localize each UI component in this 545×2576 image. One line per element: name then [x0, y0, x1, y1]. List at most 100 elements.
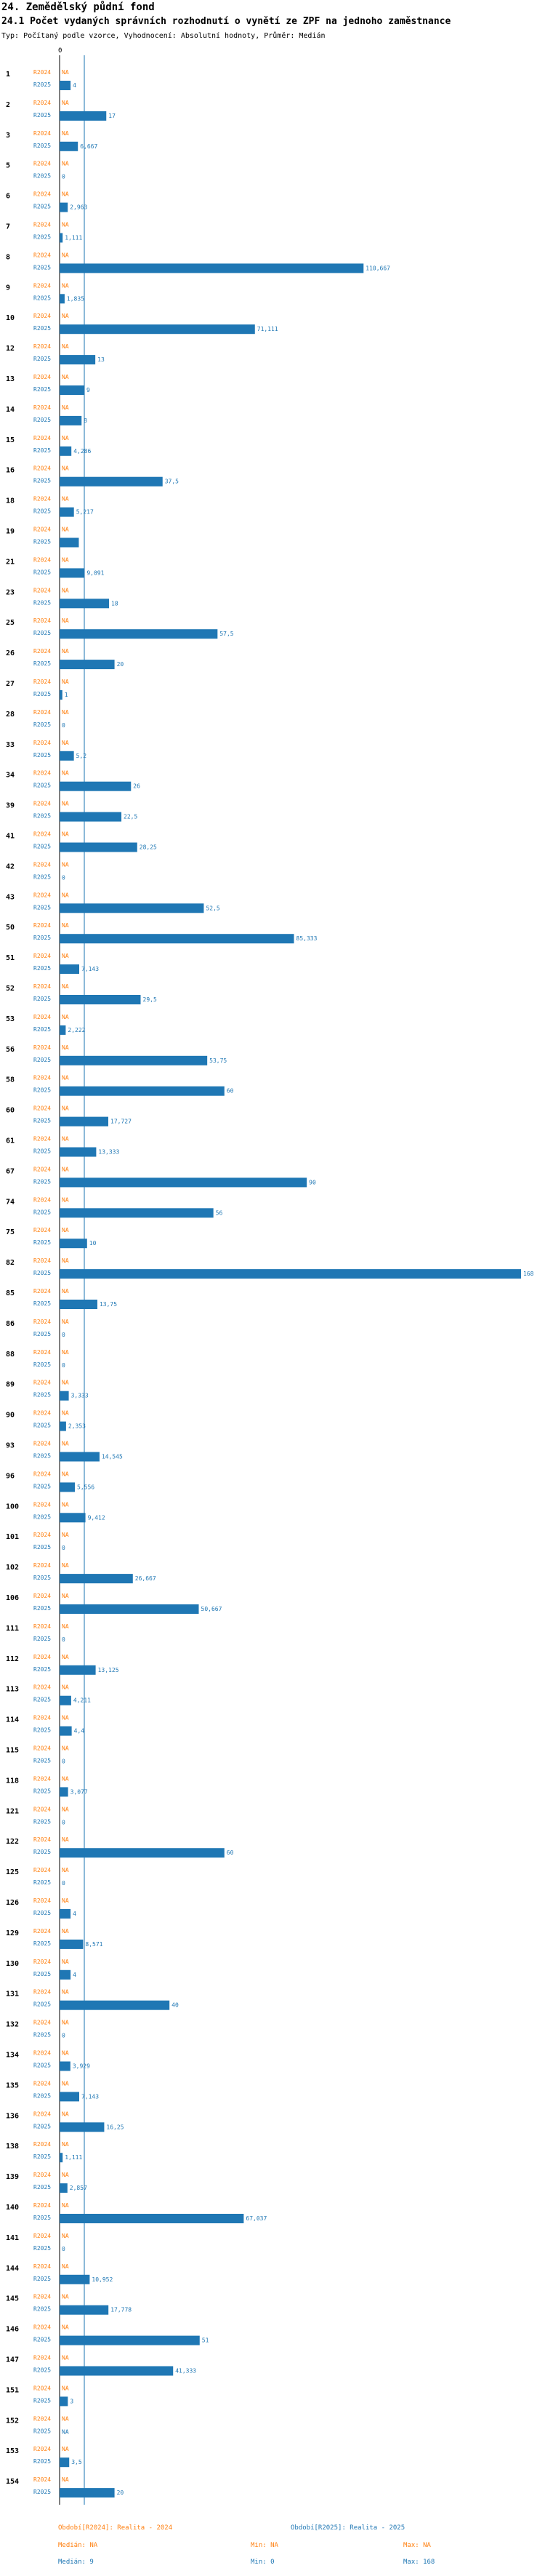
value-label-r2025: 17,778	[110, 2307, 132, 2313]
series-label-r2025: R2025	[33, 2245, 51, 2252]
series-label-r2025: R2025	[33, 81, 51, 88]
value-label-r2025: 10,952	[92, 2276, 113, 2283]
series-label-r2024: R2024	[33, 953, 51, 959]
value-label-r2024: NA	[62, 2080, 69, 2087]
value-label-r2025: 3,5	[71, 2459, 82, 2465]
series-label-r2025: R2025	[33, 691, 51, 697]
value-label-r2024: NA	[62, 191, 69, 198]
category-label: 100	[6, 1503, 19, 1511]
series-label-r2024: R2024	[33, 892, 51, 898]
category-label: 93	[6, 1442, 15, 1450]
value-label-r2024: NA	[62, 2263, 69, 2270]
series-label-r2024: R2024	[33, 679, 51, 685]
bar-r2025	[60, 995, 141, 1004]
value-label-r2025: 26	[133, 783, 140, 790]
value-label-r2025: 4	[73, 82, 76, 89]
value-label-r2025: 0	[62, 174, 65, 180]
value-label-r2025: 2,222	[68, 1027, 85, 1033]
series-label-r2025: R2025	[33, 143, 51, 149]
bar-r2025	[60, 2153, 63, 2163]
value-label-r2024: NA	[62, 1501, 69, 1508]
bar-r2025	[60, 81, 71, 90]
category-label: 138	[6, 2143, 19, 2151]
value-label-r2024: NA	[62, 1471, 69, 1477]
series-label-r2024: R2024	[33, 161, 51, 167]
bar-r2025	[60, 2000, 170, 2010]
value-label-r2025: 57,5	[219, 631, 233, 637]
category-label: 147	[6, 2356, 19, 2364]
value-label-r2025: 3,929	[73, 2063, 90, 2070]
series-label-r2024: R2024	[33, 1380, 51, 1386]
value-label-r2024: NA	[62, 1014, 69, 1020]
value-label-r2025: 0	[62, 1332, 65, 1338]
bar-r2025	[60, 1177, 307, 1188]
series-label-r2025: R2025	[33, 844, 51, 850]
series-label-r2024: R2024	[33, 1897, 51, 1904]
series-label-r2025: R2025	[33, 935, 51, 941]
category-label: 5	[6, 162, 10, 170]
series-label-r2024: R2024	[33, 1959, 51, 1965]
category-label: 14	[6, 406, 15, 414]
series-label-r2024: R2024	[33, 100, 51, 106]
series-label-r2024: R2024	[33, 2476, 51, 2483]
category-label: 125	[6, 1868, 19, 1876]
category-label: 13	[6, 375, 15, 383]
category-label: 153	[6, 2447, 19, 2455]
category-label: 132	[6, 2021, 19, 2029]
category-label: 43	[6, 893, 15, 901]
value-label-r2024: NA	[62, 983, 69, 990]
value-label-r2025: 26,667	[135, 1575, 156, 1582]
category-label: 1	[6, 71, 10, 79]
value-label-r2025: 2,857	[70, 2185, 87, 2191]
value-label-r2025: 14,545	[102, 1454, 123, 1460]
value-label-r2025: 20	[117, 2489, 124, 2496]
bar-r2025	[60, 476, 163, 487]
series-label-r2024: R2024	[33, 404, 51, 411]
series-label-r2024: R2024	[33, 1715, 51, 1721]
category-label: 52	[6, 985, 15, 993]
value-label-r2025: 8,571	[85, 1941, 102, 1948]
value-label-r2024: NA	[62, 2446, 69, 2452]
series-label-r2025: R2025	[33, 1392, 51, 1399]
series-label-r2024: R2024	[33, 1410, 51, 1417]
value-label-r2025: 50,667	[201, 1606, 222, 1612]
series-label-r2024: R2024	[33, 556, 51, 563]
series-label-r2025: R2025	[33, 1605, 51, 1612]
bar-r2025	[60, 2457, 70, 2468]
value-label-r2025: 5,217	[76, 509, 94, 516]
value-label-r2024: NA	[62, 770, 69, 777]
series-label-r2024: R2024	[33, 2415, 51, 2422]
bar-r2025	[60, 599, 110, 609]
series-label-r2024: R2024	[33, 2080, 51, 2087]
bar-r2025	[60, 1787, 68, 1797]
value-label-r2025: 71,111	[257, 326, 278, 332]
value-label-r2025: 4	[73, 1972, 76, 1978]
bar-r2025	[60, 2396, 68, 2407]
series-label-r2024: R2024	[33, 1227, 51, 1233]
bar-r2025	[60, 111, 107, 121]
series-label-r2024: R2024	[33, 1684, 51, 1691]
bar-r2025	[60, 1025, 66, 1035]
value-label-r2025: 17	[108, 113, 116, 119]
series-label-r2024: R2024	[33, 1775, 51, 1782]
series-label-r2024: R2024	[33, 2111, 51, 2117]
series-label-r2024: R2024	[33, 343, 51, 350]
category-label: 3	[6, 132, 10, 140]
value-label-r2024: NA	[62, 527, 69, 533]
bar-r2025	[60, 751, 74, 761]
value-label-r2024: NA	[62, 1319, 69, 1325]
series-label-r2024: R2024	[33, 1623, 51, 1630]
value-label-r2024: NA	[62, 1959, 69, 1965]
value-label-r2024: NA	[62, 831, 69, 838]
bar-r2025	[60, 1239, 87, 1249]
value-label-r2025: 13,333	[98, 1149, 119, 1156]
series-label-r2024: R2024	[33, 496, 51, 503]
series-label-r2025: R2025	[33, 965, 51, 972]
series-label-r2025: R2025	[33, 539, 51, 545]
bar-r2025	[60, 1909, 71, 1919]
bar-r2025	[60, 141, 78, 151]
series-label-r2025: R2025	[33, 508, 51, 515]
value-label-r2024: NA	[62, 1623, 69, 1630]
category-label: 51	[6, 954, 15, 962]
series-label-r2025: R2025	[33, 1697, 51, 1703]
